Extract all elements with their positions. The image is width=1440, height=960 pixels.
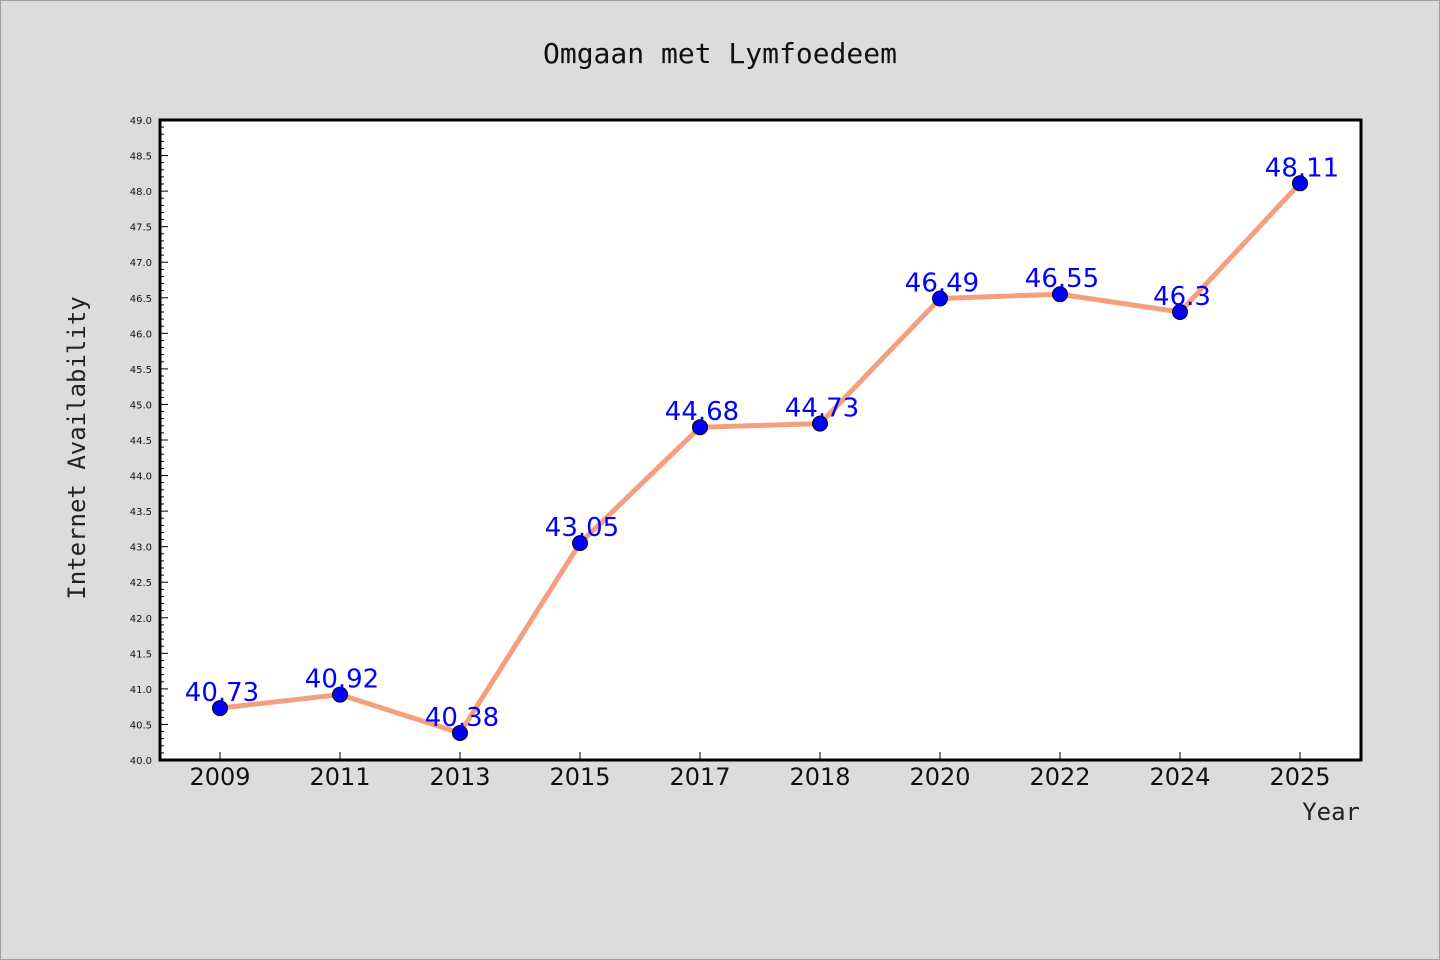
data-label: 46.3: [1153, 282, 1211, 312]
x-tick-label: 2020: [909, 763, 970, 791]
data-label: 40.73: [185, 678, 259, 708]
x-tick-label: 2018: [789, 763, 850, 791]
x-tick-label: 2022: [1029, 763, 1090, 791]
data-label: 46.49: [905, 268, 979, 298]
y-tick-label: 42.0: [130, 614, 152, 625]
x-axis-label: Year: [1302, 798, 1360, 826]
y-tick-label: 49.0: [130, 116, 152, 127]
x-tick-label: 2009: [189, 763, 250, 791]
y-tick-label: 42.5: [130, 578, 152, 589]
data-point: [932, 290, 948, 307]
x-tick-label: 2025: [1269, 763, 1330, 791]
y-tick-label: 46.0: [130, 329, 152, 340]
y-tick-label: 43.0: [130, 543, 152, 554]
data-label: 48.11: [1265, 153, 1339, 183]
x-tick-label: 2013: [429, 763, 490, 791]
x-axis: 2009 2011 2013 2015 2017 2018 2020 2022 2024 2025: [189, 752, 1331, 791]
y-tick-label: 44.5: [130, 436, 152, 447]
y-tick-label: 45.0: [130, 400, 152, 411]
y-tick-label: 47.5: [130, 223, 152, 234]
y-tick-label: 41.0: [130, 685, 152, 696]
x-tick-label: 2024: [1149, 763, 1210, 791]
y-tick-label: 44.0: [130, 472, 152, 483]
data-point: [1172, 304, 1188, 320]
data-label: 44.73: [785, 394, 859, 424]
y-tick-label: 46.5: [130, 294, 152, 305]
plot-area: [158, 118, 1363, 762]
data-point: [812, 415, 828, 432]
y-tick-label: 40.5: [130, 720, 152, 731]
chart-title: Omgaan met Lymfoedeem: [543, 37, 897, 70]
y-tick-label: 41.5: [130, 649, 152, 660]
data-point: [1052, 286, 1068, 303]
y-tick-label: 45.5: [130, 365, 152, 376]
data-point: [1292, 175, 1308, 192]
y-tick-label: 48.5: [130, 152, 152, 163]
series-line: [217, 180, 1303, 736]
y-tick-label: 47.0: [130, 258, 152, 269]
data-point: [572, 535, 588, 552]
x-tick-label: 2011: [309, 763, 370, 791]
data-label: 40.92: [305, 665, 379, 695]
x-tick-label: 2017: [669, 763, 730, 791]
data-point: [452, 724, 468, 741]
data-label: 40.38: [425, 703, 499, 733]
y-axis: 40.0 40.5 41.0 41.5 42.0 42.5 43.0 43.5 44.0 44.5…: [130, 116, 168, 767]
y-tick-label: 43.5: [130, 507, 152, 518]
data-point: [692, 419, 708, 436]
y-axis-label: Internet Availability: [63, 296, 91, 599]
data-point: [332, 686, 348, 703]
data-label: 43.05: [545, 513, 619, 543]
data-label: 44.68: [665, 397, 739, 427]
series-group: [212, 175, 1308, 741]
data-point: [212, 700, 228, 717]
y-tick-label: 48.0: [130, 187, 152, 198]
x-tick-label: 2015: [549, 763, 610, 791]
data-labels: 40.73 40.92 40.38 43.05 44.68 44.73 46.49 46.55…: [185, 153, 1339, 733]
y-tick-label: 40.0: [130, 756, 152, 767]
data-label: 46.55: [1025, 264, 1099, 294]
